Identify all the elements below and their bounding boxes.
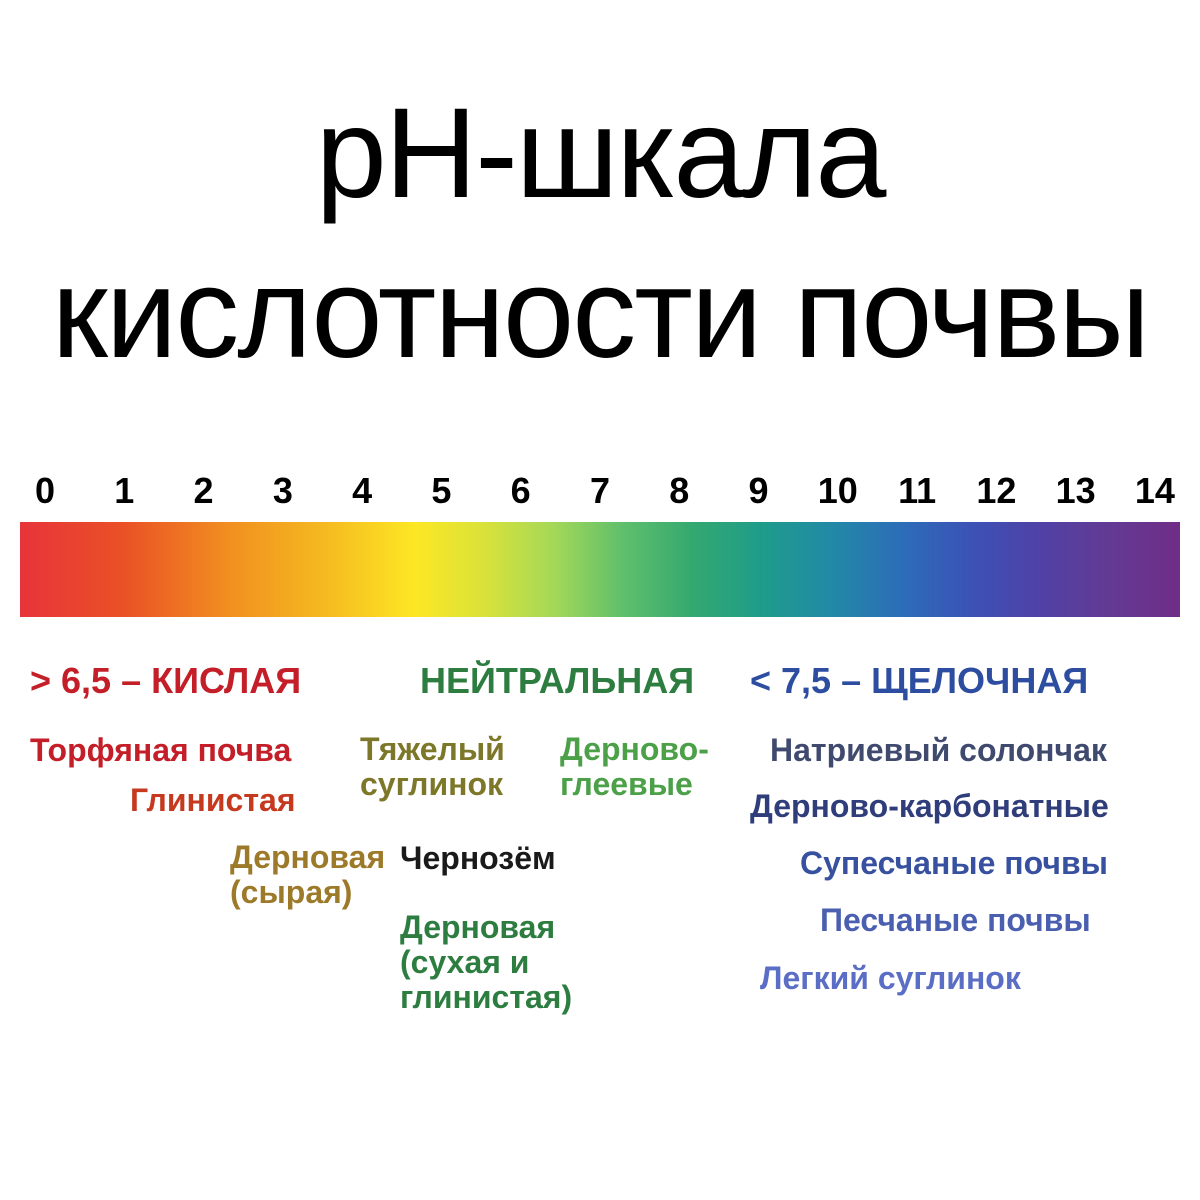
scale-tick: 8 [654, 470, 704, 512]
category-acidic: > 6,5 – КИСЛАЯ [30, 660, 301, 702]
ph-gradient-bar [20, 522, 1180, 617]
soil-label: Дерново-карбонатные [750, 788, 1109, 825]
scale-tick: 14 [1130, 470, 1180, 512]
scale-tick: 0 [20, 470, 70, 512]
soil-label: Торфяная почва [30, 732, 291, 769]
category-alkaline: < 7,5 – ЩЕЛОЧНАЯ [750, 660, 1088, 702]
scale-tick: 3 [258, 470, 308, 512]
soil-label: Тяжелый суглинок [360, 732, 505, 802]
scale-tick: 12 [971, 470, 1021, 512]
scale-tick: 2 [179, 470, 229, 512]
scale-tick: 10 [813, 470, 863, 512]
soil-label: Песчаные почвы [820, 902, 1091, 939]
category-neutral: НЕЙТРАЛЬНАЯ [420, 660, 694, 702]
scale-tick: 1 [99, 470, 149, 512]
soil-label: Глинистая [130, 782, 295, 819]
scale-tick: 9 [734, 470, 784, 512]
soil-label: Супесчаные почвы [800, 845, 1108, 882]
soil-label: Дерновая (сырая) [230, 840, 385, 910]
soil-label: Дерновая (сухая и глинистая) [400, 910, 572, 1016]
title-line-2: кислотности почвы [0, 240, 1200, 387]
scale-tick: 11 [892, 470, 942, 512]
soil-label: Натриевый солончак [770, 732, 1107, 769]
scale-tick: 6 [496, 470, 546, 512]
scale-ticks: 01234567891011121314 [20, 470, 1180, 512]
title-line-1: pH-шкала [0, 80, 1200, 227]
soil-label: Дерново- глеевые [560, 732, 709, 802]
scale-tick: 7 [575, 470, 625, 512]
soil-label: Чернозём [400, 840, 556, 877]
scale-tick: 4 [337, 470, 387, 512]
scale-tick: 13 [1051, 470, 1101, 512]
soil-label: Легкий суглинок [760, 960, 1021, 997]
scale-tick: 5 [416, 470, 466, 512]
